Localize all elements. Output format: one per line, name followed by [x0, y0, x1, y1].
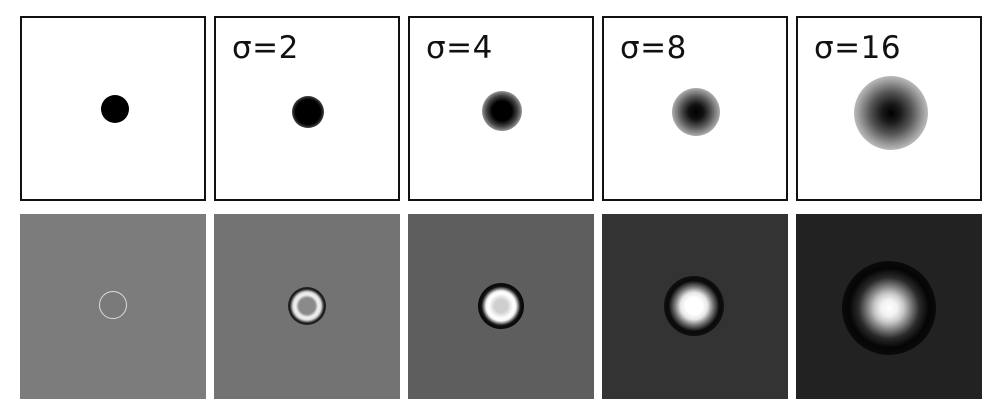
edge-ring	[99, 291, 127, 319]
sigma-label: σ=8	[620, 30, 687, 66]
blurred-disc	[292, 96, 324, 128]
response-ring	[288, 287, 326, 325]
response-blob	[842, 261, 936, 355]
disc-panel-original	[20, 16, 206, 201]
response-blob	[664, 276, 724, 336]
response-panel-sigma-16	[796, 214, 982, 399]
sigma-label: σ=2	[232, 30, 299, 66]
response-ring	[478, 283, 524, 329]
disc-panel-sigma-2: σ=2	[214, 16, 400, 201]
blurred-disc	[482, 91, 522, 131]
disc-panel-sigma-16: σ=16	[796, 16, 982, 201]
sigma-label: σ=4	[426, 30, 493, 66]
response-panel-sigma-2	[214, 214, 400, 399]
response-panel-sigma-4	[408, 214, 594, 399]
response-panel-sigma-8	[602, 214, 788, 399]
disc-panel-sigma-8: σ=8	[602, 16, 788, 201]
disc-panel-sigma-4: σ=4	[408, 16, 594, 201]
response-panel-original	[20, 214, 206, 399]
blurred-disc	[854, 76, 928, 150]
black-disc	[101, 95, 129, 123]
sigma-label: σ=16	[814, 30, 902, 66]
blurred-disc	[672, 88, 720, 136]
